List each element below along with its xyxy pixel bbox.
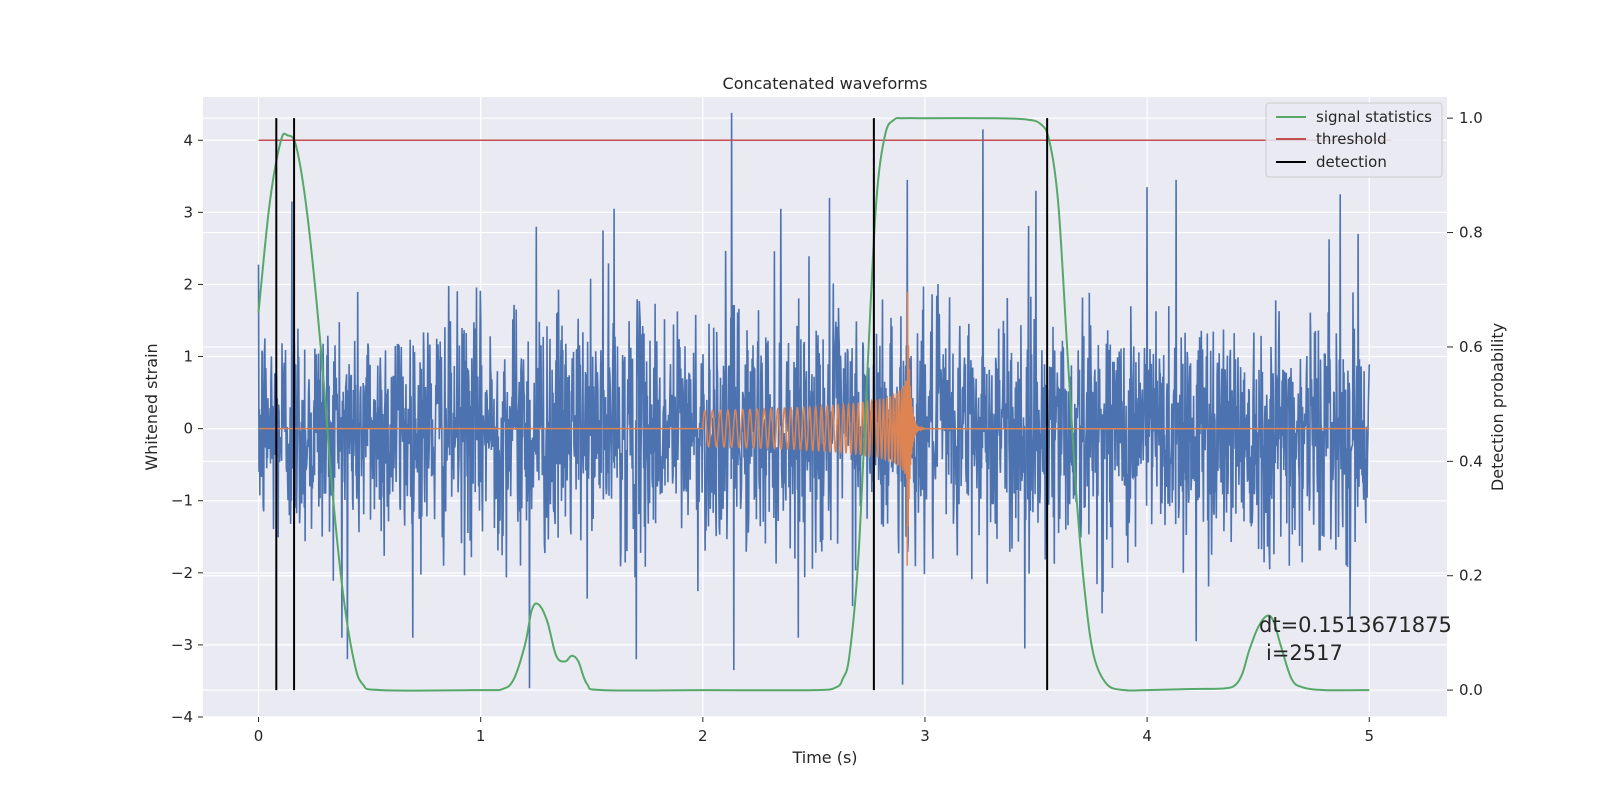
y-tick-label: 2	[183, 275, 193, 293]
legend: signal statistics threshold detection	[1265, 102, 1443, 178]
y-tick-label: 0	[183, 420, 193, 438]
legend-label-threshold: threshold	[1316, 130, 1387, 148]
x-tick-label: 2	[698, 727, 708, 745]
y2-tick-label: 0.6	[1459, 338, 1483, 356]
y-tick-label: 4	[183, 131, 193, 149]
y-tick-label: −2	[171, 564, 193, 582]
y2-tick-label: 0.4	[1459, 452, 1483, 470]
annotation-dt: dt=0.1513671875	[1259, 613, 1452, 637]
y2-tick-label: 0.2	[1459, 567, 1483, 585]
y2-axis-label: Detection probability	[1488, 323, 1507, 491]
x-tick-label: 0	[254, 727, 264, 745]
waveform-line	[258, 291, 1370, 566]
x-tick-label: 1	[476, 727, 486, 745]
y-tick-label: 3	[183, 203, 193, 221]
annotation-index: i=2517	[1266, 641, 1343, 665]
legend-box	[1265, 102, 1443, 178]
y-tick-label: 1	[183, 348, 193, 366]
ticks: 0 1 2 3 4 5 −4 −3 −2 −1 0 1 2 3 4 0.0 0.2 0.4 0.6 0.8 1.0	[171, 109, 1483, 745]
series-layer	[257, 112, 1392, 692]
x-tick-label: 4	[1142, 727, 1152, 745]
y-tick-label: −1	[171, 492, 193, 510]
y2-tick-label: 0.0	[1459, 681, 1483, 699]
x-axis-label: Time (s)	[791, 748, 857, 767]
signal-statistics-line	[257, 117, 1370, 692]
y2-tick-label: 1.0	[1459, 109, 1483, 127]
y2-tick-label: 0.8	[1459, 224, 1483, 242]
y-tick-label: −4	[171, 708, 193, 726]
x-tick-label: 5	[1364, 727, 1374, 745]
grid	[203, 97, 1447, 718]
legend-label-signal-statistics: signal statistics	[1316, 108, 1432, 126]
x-tick-label: 3	[920, 727, 930, 745]
y-tick-label: −3	[171, 636, 193, 654]
strain-line	[257, 112, 1371, 689]
chart-title: Concatenated waveforms	[723, 74, 928, 93]
legend-label-detection: detection	[1316, 153, 1387, 171]
y-axis-label: Whitened strain	[142, 343, 161, 470]
